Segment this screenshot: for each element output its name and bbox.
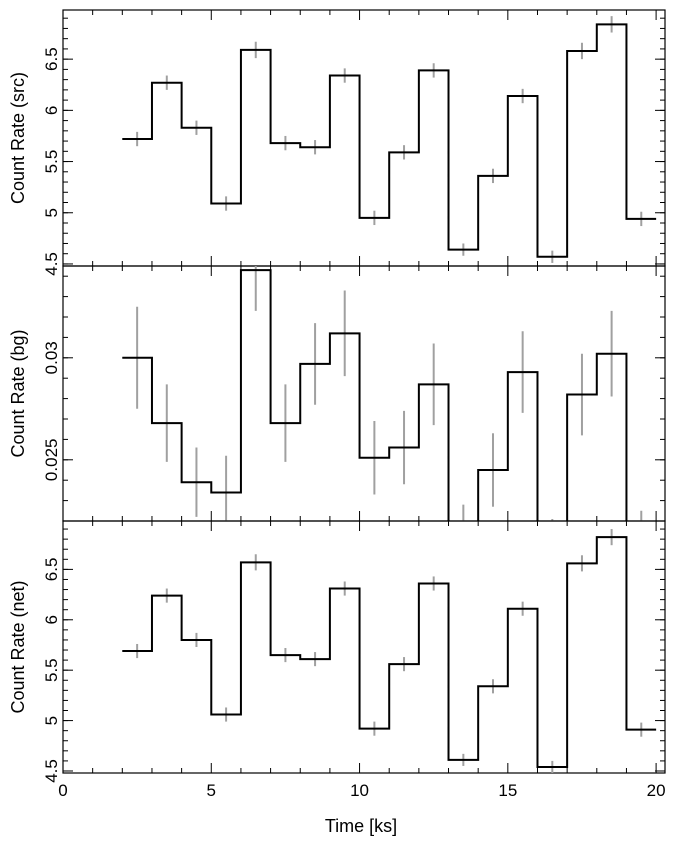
step-line xyxy=(122,23,657,258)
x-axis-title: Time [ks] xyxy=(325,816,397,836)
panel-3: 4.5 5 5.5 6 6.5 0 5 10 15 20 Count Rate (net) xyxy=(8,520,666,800)
panel-1: 4.5 5 5.5 6 6.5 Count Rate (src) xyxy=(8,9,666,276)
x-tick-label: 20 xyxy=(647,781,666,800)
x-tick-label: 15 xyxy=(498,781,517,800)
y-tick-label: 5 xyxy=(42,208,61,217)
x-tick-label: 0 xyxy=(58,781,67,800)
y-tick-label: 6.5 xyxy=(42,47,61,71)
y-tick-label: 5 xyxy=(42,716,61,725)
y-tick-label: 5.5 xyxy=(42,658,61,682)
step-line xyxy=(122,269,628,521)
data-group xyxy=(122,16,657,263)
x-tick-label: 10 xyxy=(350,781,369,800)
y-axis-title: Count Rate (net) xyxy=(8,580,28,713)
y-tick-label: 5.5 xyxy=(42,150,61,174)
panel-2: 0.025 0.03 Count Rate (bg) xyxy=(8,265,666,522)
y-axis-title: Count Rate (src) xyxy=(8,72,28,204)
y-tick-label: 6.5 xyxy=(42,558,61,582)
y-tick-label: 4.5 xyxy=(42,252,61,276)
plot-frame xyxy=(62,265,666,522)
y-tick-label: 0.025 xyxy=(42,439,61,482)
y-axis-title: Count Rate (bg) xyxy=(8,329,28,457)
step-line xyxy=(122,536,657,768)
plot-frame xyxy=(62,9,666,267)
plot-frame xyxy=(62,520,666,774)
data-group xyxy=(122,529,657,773)
y-tick-label: 6 xyxy=(42,106,61,115)
y-tick-label: 6 xyxy=(42,615,61,624)
data-group xyxy=(122,266,643,521)
y-tick-label: 4.5 xyxy=(42,759,61,783)
x-tick-label: 5 xyxy=(207,781,216,800)
y-tick-label: 0.03 xyxy=(42,341,61,374)
